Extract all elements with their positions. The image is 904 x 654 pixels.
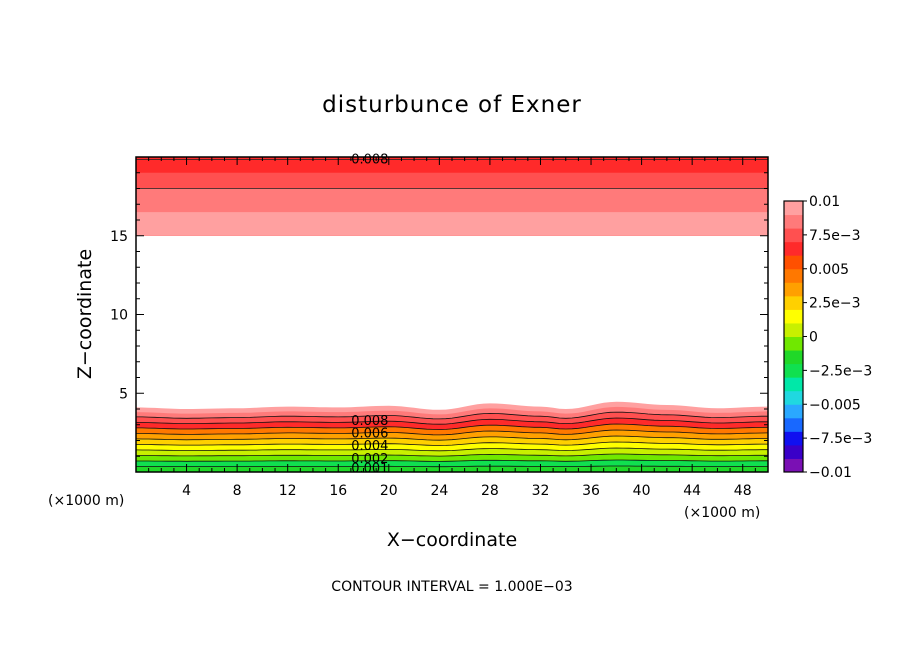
y-tick-label: 5: [119, 386, 128, 402]
x-unit-right: (×1000 m): [684, 505, 760, 521]
colorbar-tick-label: −0.005: [809, 397, 861, 413]
colorbar-tick-label: −2.5e−3: [809, 363, 872, 379]
colorbar-swatch: [784, 377, 803, 392]
x-tick-label: 8: [233, 483, 242, 499]
colorbar-swatch: [784, 444, 803, 459]
colorbar-swatch: [784, 201, 803, 216]
x-tick-label: 40: [633, 483, 651, 499]
colorbar-swatch: [784, 295, 803, 310]
chart-title: disturbunce of Exner: [322, 92, 582, 118]
colorbar-swatch: [784, 390, 803, 405]
x-unit-left: (×1000 m): [48, 493, 124, 509]
upper-contour-fills: [136, 157, 768, 236]
contour-label: 0.008: [351, 153, 388, 168]
x-axis-ticks: 4 8 12 16 20 24 28 32 36 40 44 48: [148, 157, 756, 499]
lower-contour-line: [136, 453, 768, 457]
colorbar-tick-label: 2.5e−3: [809, 296, 861, 312]
contour-label: 0.002: [351, 452, 388, 467]
contour-label: 0.001: [351, 461, 388, 476]
colorbar-swatch: [784, 322, 803, 337]
colorbar-swatch: [784, 255, 803, 270]
x-tick-label: 32: [532, 483, 550, 499]
lower-contour-line: [136, 417, 768, 425]
y-tick-label: 15: [110, 229, 128, 245]
contour-interval-footer: CONTOUR INTERVAL = 1.000E−03: [331, 579, 572, 595]
colorbar-tick-label: 7.5e−3: [809, 228, 861, 244]
lower-contour-line: [135, 447, 768, 452]
x-tick-label: 36: [582, 483, 600, 499]
colorbar-swatch: [784, 350, 803, 365]
colorbar-swatch: [784, 336, 803, 351]
y-axis-label: Z−coordinate: [74, 249, 96, 379]
lower-contour-line: [136, 465, 768, 468]
x-tick-label: 48: [734, 483, 752, 499]
colorbar-tick-label: −7.5e−3: [809, 431, 872, 447]
lower-contour-line: [136, 459, 768, 462]
colorbar-tick-label: −0.01: [809, 465, 852, 481]
lower-contour-line: [136, 411, 768, 420]
colorbar-swatch: [784, 241, 803, 256]
colorbar-swatch: [784, 363, 803, 378]
colorbar-labels: 0.01 7.5e−3 0.005 2.5e−3 0 −2.5e−3 −0.005 −7.5e…: [803, 194, 872, 481]
colorbar-swatch: [784, 431, 803, 446]
lower-contour-line: [136, 423, 769, 431]
contour-label: 0.008: [351, 414, 388, 429]
y-tick-label: 10: [110, 308, 128, 324]
upper-fill-band: [136, 212, 768, 236]
colorbar-swatch: [784, 282, 803, 297]
lower-contour-line: [135, 435, 768, 441]
colorbar-swatch: [784, 268, 803, 283]
contour-label: 0.006: [351, 427, 388, 442]
colorbar-tick-label: 0: [809, 330, 818, 346]
x-tick-label: 16: [329, 483, 347, 499]
colorbar-swatch: [784, 417, 803, 432]
y-axis-ticks: 5 10 15: [110, 172, 768, 457]
x-tick-label: 12: [279, 483, 297, 499]
colorbar: [783, 200, 804, 473]
colorbar-tick-label: 0.01: [809, 194, 840, 210]
colorbar-swatch: [784, 228, 803, 243]
colorbar-tick-label: 0.005: [809, 262, 849, 278]
colorbar-swatch: [784, 404, 803, 419]
lower-contour-line: [136, 429, 769, 436]
colorbar-swatch: [784, 458, 803, 473]
colorbar-swatch: [784, 214, 803, 229]
lower-contour-line: [135, 441, 768, 446]
x-tick-label: 20: [380, 483, 398, 499]
colorbar-swatch: [784, 309, 803, 324]
x-tick-label: 44: [683, 483, 701, 499]
x-tick-label: 4: [182, 483, 191, 499]
x-tick-label: 28: [481, 483, 499, 499]
x-axis-label: X−coordinate: [387, 529, 517, 551]
contour-label: 0.004: [351, 439, 388, 454]
x-tick-label: 24: [430, 483, 448, 499]
